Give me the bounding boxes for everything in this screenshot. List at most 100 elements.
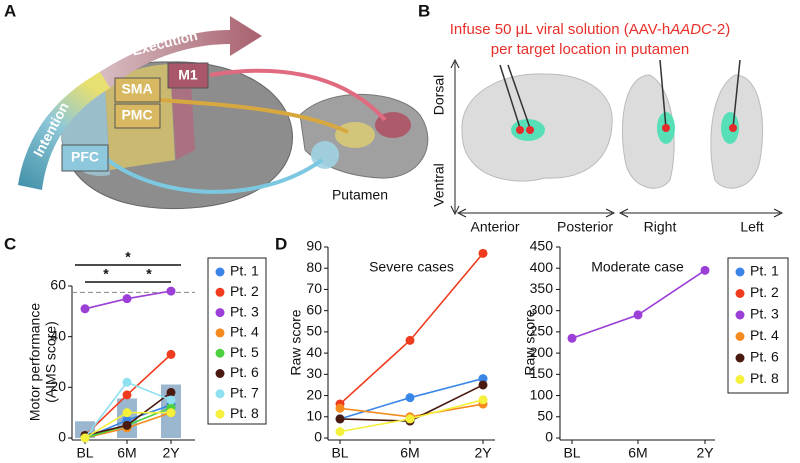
legend-marker: [735, 289, 745, 298]
legend-label: Pt. 1: [230, 263, 259, 279]
data-point: [166, 387, 176, 397]
legend-marker: [215, 369, 225, 378]
data-point: [405, 414, 415, 424]
series-line: [571, 269, 706, 340]
axis-label: Anterior: [470, 219, 519, 235]
data-point: [166, 349, 176, 359]
data-point: [478, 380, 488, 390]
data-point: [478, 248, 488, 258]
panel-label: B: [418, 1, 430, 20]
y-axis-label: Motor performance: [27, 303, 43, 421]
data-point: [335, 403, 345, 413]
y-tick-label: 90: [306, 238, 322, 254]
y-tick-label: 150: [530, 365, 554, 381]
intention-arrow: [18, 72, 110, 190]
data-point: [405, 393, 415, 403]
y-tick-label: 20: [50, 378, 66, 394]
needle: [499, 64, 521, 129]
axis-label: Right: [644, 219, 677, 235]
x-tick-label: 2Y: [162, 445, 180, 461]
needle: [507, 64, 531, 129]
y-tick-label: 100: [530, 386, 554, 402]
legend-marker: [215, 348, 225, 358]
region-box: [114, 103, 161, 129]
legend-marker: [215, 328, 225, 338]
y-tick-label: 60: [306, 301, 322, 317]
axis-label: Ventral: [431, 163, 447, 207]
y-tick-label: 50: [537, 407, 553, 423]
target: [662, 124, 670, 132]
legend-label: Pt. 2: [750, 284, 779, 300]
hemisphere-right: [621, 74, 675, 189]
y-tick-label: 70: [306, 280, 322, 296]
x-tick-label: BL: [331, 445, 348, 461]
y-tick-label: 250: [530, 323, 554, 339]
region-label: M1: [178, 67, 198, 83]
region-label: PMC: [121, 107, 152, 123]
target: [729, 124, 737, 132]
legend-label: Pt. 8: [750, 370, 779, 386]
panel-b-subtitle: per target location in putamen: [491, 41, 689, 58]
x-tick-label: BL: [563, 445, 580, 461]
needle: [659, 59, 667, 129]
data-point: [122, 390, 132, 400]
y-tick-label: 40: [306, 344, 322, 360]
legend-marker: [735, 375, 745, 384]
x-tick-label: 6M: [400, 445, 419, 461]
x-tick-label: BL: [76, 445, 93, 461]
legend-marker: [735, 310, 745, 320]
y-tick-label: 40: [50, 327, 66, 343]
legend-marker: [215, 308, 225, 318]
legend-marker: [215, 389, 225, 399]
y-tick-label: 300: [530, 301, 554, 317]
data-point: [335, 427, 345, 437]
axis-label: Posterior: [557, 219, 613, 235]
execution-arrow: [95, 16, 262, 88]
legend-label: Pt. 6: [750, 349, 779, 365]
region-box: [114, 77, 161, 103]
x-tick-label: 6M: [628, 445, 647, 461]
legend-label: Pt. 7: [230, 385, 259, 401]
data-point: [478, 374, 488, 384]
legend-box: [727, 257, 789, 394]
vertical-axis-arrow: [450, 58, 460, 216]
data-point: [335, 414, 345, 424]
data-point: [80, 433, 90, 443]
legend-label: Pt. 3: [230, 303, 259, 319]
y-tick-label: 400: [530, 259, 554, 275]
legend-label: Pt. 1: [750, 263, 779, 279]
legend-label: Pt. 6: [230, 364, 259, 380]
legend-label: Pt. 2: [230, 283, 259, 299]
y-tick-label: 0: [314, 429, 322, 445]
y-tick-label: 200: [530, 344, 554, 360]
y-tick-label: 350: [530, 280, 554, 296]
panel-b: Infuse 50 μL viral solution (AAV-hAADC-2…: [431, 21, 784, 235]
y-tick-label: 30: [306, 365, 322, 381]
data-point: [122, 377, 132, 387]
region-label: SMA: [121, 81, 152, 97]
putamen-label: Putamen: [332, 187, 388, 203]
chart-title: Severe cases: [369, 259, 454, 275]
region-box: [61, 144, 109, 172]
legend-marker: [735, 267, 745, 277]
data-point: [122, 420, 132, 430]
legend-label: Pt. 4: [750, 327, 779, 343]
arrow-pfc: [106, 158, 324, 194]
legend-marker: [735, 332, 745, 341]
y-tick-label: 0: [545, 429, 553, 445]
data-point: [478, 395, 488, 405]
region-label: PFC: [71, 149, 99, 165]
y-axis-label: Raw score: [288, 309, 304, 375]
significance-label: *: [146, 266, 152, 282]
panel-a: SMA PMC M1 PFC Execution Intention Putam…: [18, 16, 429, 210]
y-axis-label: Raw score: [522, 309, 538, 375]
arrow-pmc: [159, 98, 349, 134]
legend-marker: [215, 287, 225, 297]
panel-b-title: Infuse 50 μL viral solution (AAV-hAADC-2…: [450, 21, 730, 38]
data-point: [166, 286, 176, 296]
panel-label: D: [275, 234, 287, 253]
y-tick-label: 0: [58, 429, 66, 445]
legend-marker: [215, 267, 225, 277]
legend-label: Pt. 3: [750, 306, 779, 322]
